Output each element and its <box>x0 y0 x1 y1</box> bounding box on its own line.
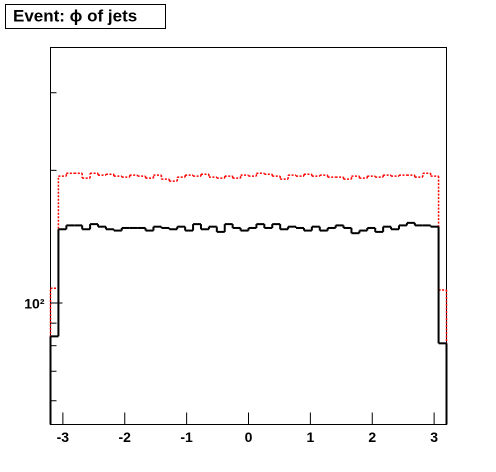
title-box <box>5 4 166 29</box>
y-tick-label: 10² <box>24 296 45 312</box>
x-tick-label: 0 <box>245 429 253 445</box>
x-tick-label: 1 <box>306 429 314 445</box>
x-tick-label: 2 <box>368 429 376 445</box>
x-tick-label: 3 <box>430 429 438 445</box>
chart-title: Event: ϕ of jets <box>13 6 137 25</box>
x-tick-label: -2 <box>119 429 132 445</box>
x-tick-label: -3 <box>57 429 70 445</box>
x-tick-label: -1 <box>180 429 193 445</box>
